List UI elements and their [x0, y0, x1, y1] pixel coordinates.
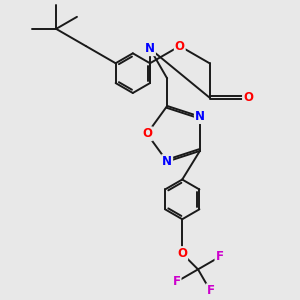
Text: O: O [243, 91, 253, 104]
Text: N: N [195, 110, 205, 123]
Text: F: F [206, 284, 214, 297]
Text: F: F [172, 275, 181, 288]
Text: N: N [162, 155, 172, 168]
Text: O: O [177, 247, 187, 260]
Text: F: F [215, 250, 223, 263]
Text: N: N [145, 42, 155, 55]
Text: O: O [175, 40, 185, 52]
Text: O: O [142, 127, 152, 140]
